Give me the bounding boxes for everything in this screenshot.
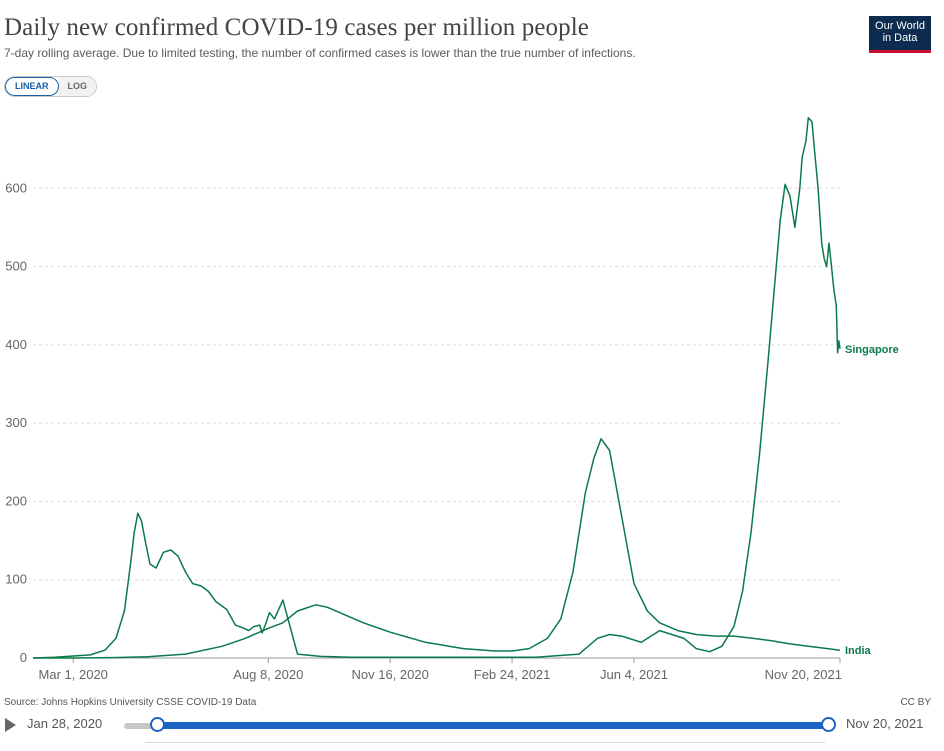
y-tick-label: 200 bbox=[5, 493, 27, 508]
timeline-end-date: Nov 20, 2021 bbox=[846, 716, 924, 731]
x-tick-label: Feb 24, 2021 bbox=[474, 667, 551, 682]
y-axis-ticks: 0 100 200 300 400 500 600 bbox=[5, 180, 27, 665]
x-tick-label: Nov 20, 2021 bbox=[765, 667, 842, 682]
chart-subtitle: 7-day rolling average. Due to limited te… bbox=[4, 46, 636, 60]
timeline-end-handle[interactable] bbox=[821, 717, 836, 732]
log-scale-button[interactable]: LOG bbox=[58, 77, 96, 96]
x-tick-label: Mar 1, 2020 bbox=[39, 667, 108, 682]
series-line-india bbox=[33, 438, 841, 659]
source-note[interactable]: Source: Johns Hopkins University CSSE CO… bbox=[4, 697, 257, 708]
x-tick-label: Jun 4, 2021 bbox=[600, 667, 668, 682]
y-tick-label: 0 bbox=[20, 650, 27, 665]
series-lines bbox=[32, 117, 841, 659]
x-axis-ticks: Mar 1, 2020 Aug 8, 2020 Nov 16, 2020 Feb 24… bbox=[39, 658, 842, 682]
chart-title: Daily new confirmed COVID-19 cases per m… bbox=[4, 14, 589, 41]
owid-logo[interactable]: Our World in Data bbox=[869, 16, 931, 53]
series-label-singapore: Singapore bbox=[845, 344, 899, 356]
y-tick-label: 100 bbox=[5, 572, 27, 587]
logo-line-1: Our World bbox=[875, 20, 925, 32]
series-labels: Singapore India bbox=[845, 344, 899, 657]
y-tick-label: 300 bbox=[5, 415, 27, 430]
tab-bar-edge bbox=[145, 742, 825, 751]
timeline-start-handle[interactable] bbox=[150, 717, 165, 732]
logo-line-2: in Data bbox=[882, 32, 918, 44]
grid-lines bbox=[33, 187, 840, 659]
x-tick-label: Nov 16, 2020 bbox=[352, 667, 429, 682]
y-tick-label: 400 bbox=[5, 337, 27, 352]
license-note[interactable]: CC BY bbox=[900, 697, 931, 708]
series-label-india: India bbox=[845, 645, 872, 657]
x-tick-label: Aug 8, 2020 bbox=[233, 667, 303, 682]
timeline-selection[interactable] bbox=[157, 722, 828, 729]
linear-scale-button[interactable]: LINEAR bbox=[5, 77, 59, 96]
scale-toggle: LINEAR LOG bbox=[4, 76, 97, 97]
series-line-singapore bbox=[32, 117, 841, 659]
y-tick-label: 500 bbox=[5, 259, 27, 274]
timeline-start-date: Jan 28, 2020 bbox=[27, 716, 103, 731]
line-chart: 0 100 200 300 400 500 600 Mar 1, 2020 Aug 8, 20… bbox=[5, 117, 899, 682]
play-icon[interactable] bbox=[5, 718, 16, 732]
y-tick-label: 600 bbox=[5, 180, 27, 195]
